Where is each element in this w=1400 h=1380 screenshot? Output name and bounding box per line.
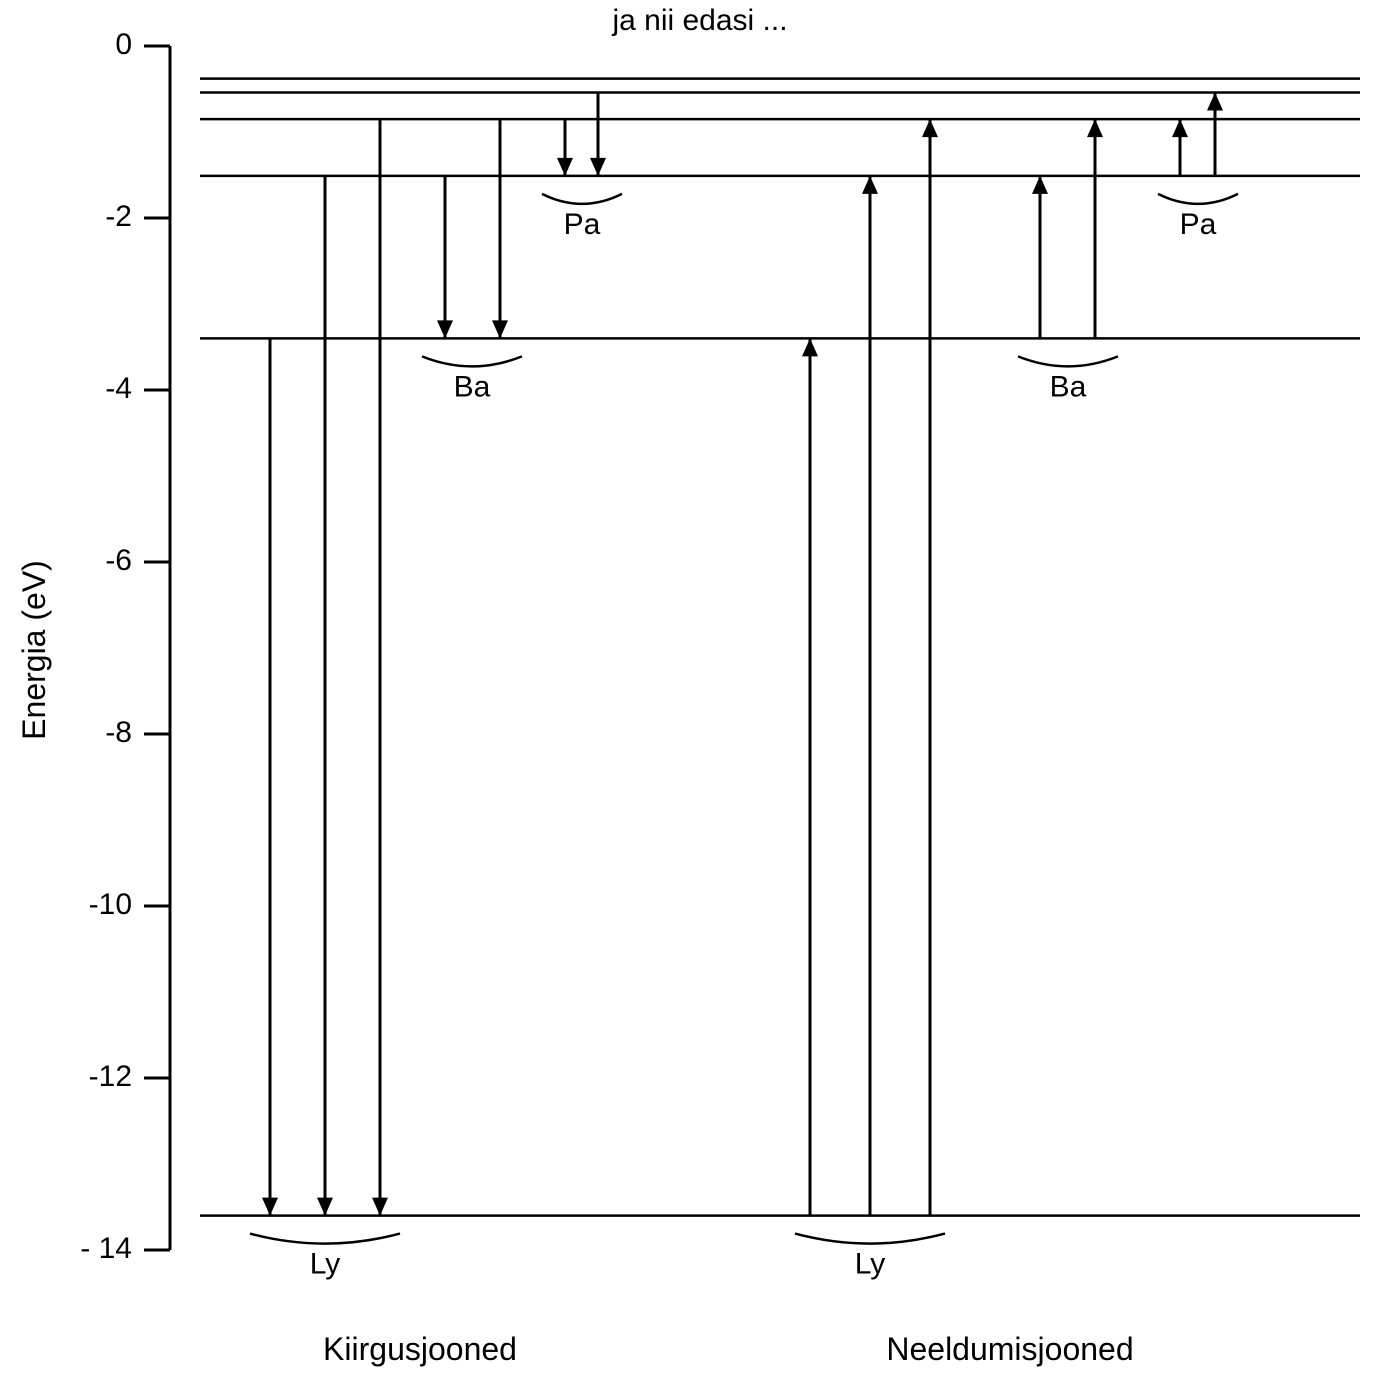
series-label: Ly [855,1248,886,1281]
y-tick-label: -10 [89,888,132,921]
y-tick-label: -2 [105,200,132,233]
y-tick-label: -12 [89,1060,132,1093]
series-label: Pa [564,208,601,241]
y-axis-label: Energia (eV) [16,560,52,740]
series-label: Ly [310,1248,341,1281]
bottom-label: Kiirgusjooned [323,1331,517,1367]
y-tick-label: -4 [105,372,132,405]
energy-level-diagram: 0 -2 -4 -6 -8 -10 -12 - 14 Energia (eV) ja nii ed… [0,0,1400,1380]
y-tick-label: -6 [105,544,132,577]
y-tick-label: 0 [115,28,132,61]
series-label: Ba [1050,370,1087,403]
series-label: Ba [454,370,491,403]
bottom-label: Neeldumisjooned [886,1331,1133,1367]
y-tick-label: - 14 [80,1232,132,1265]
series-label: Pa [1180,208,1217,241]
top-caption: ja nii edasi ... [611,4,787,37]
y-tick-label: -8 [105,716,132,749]
